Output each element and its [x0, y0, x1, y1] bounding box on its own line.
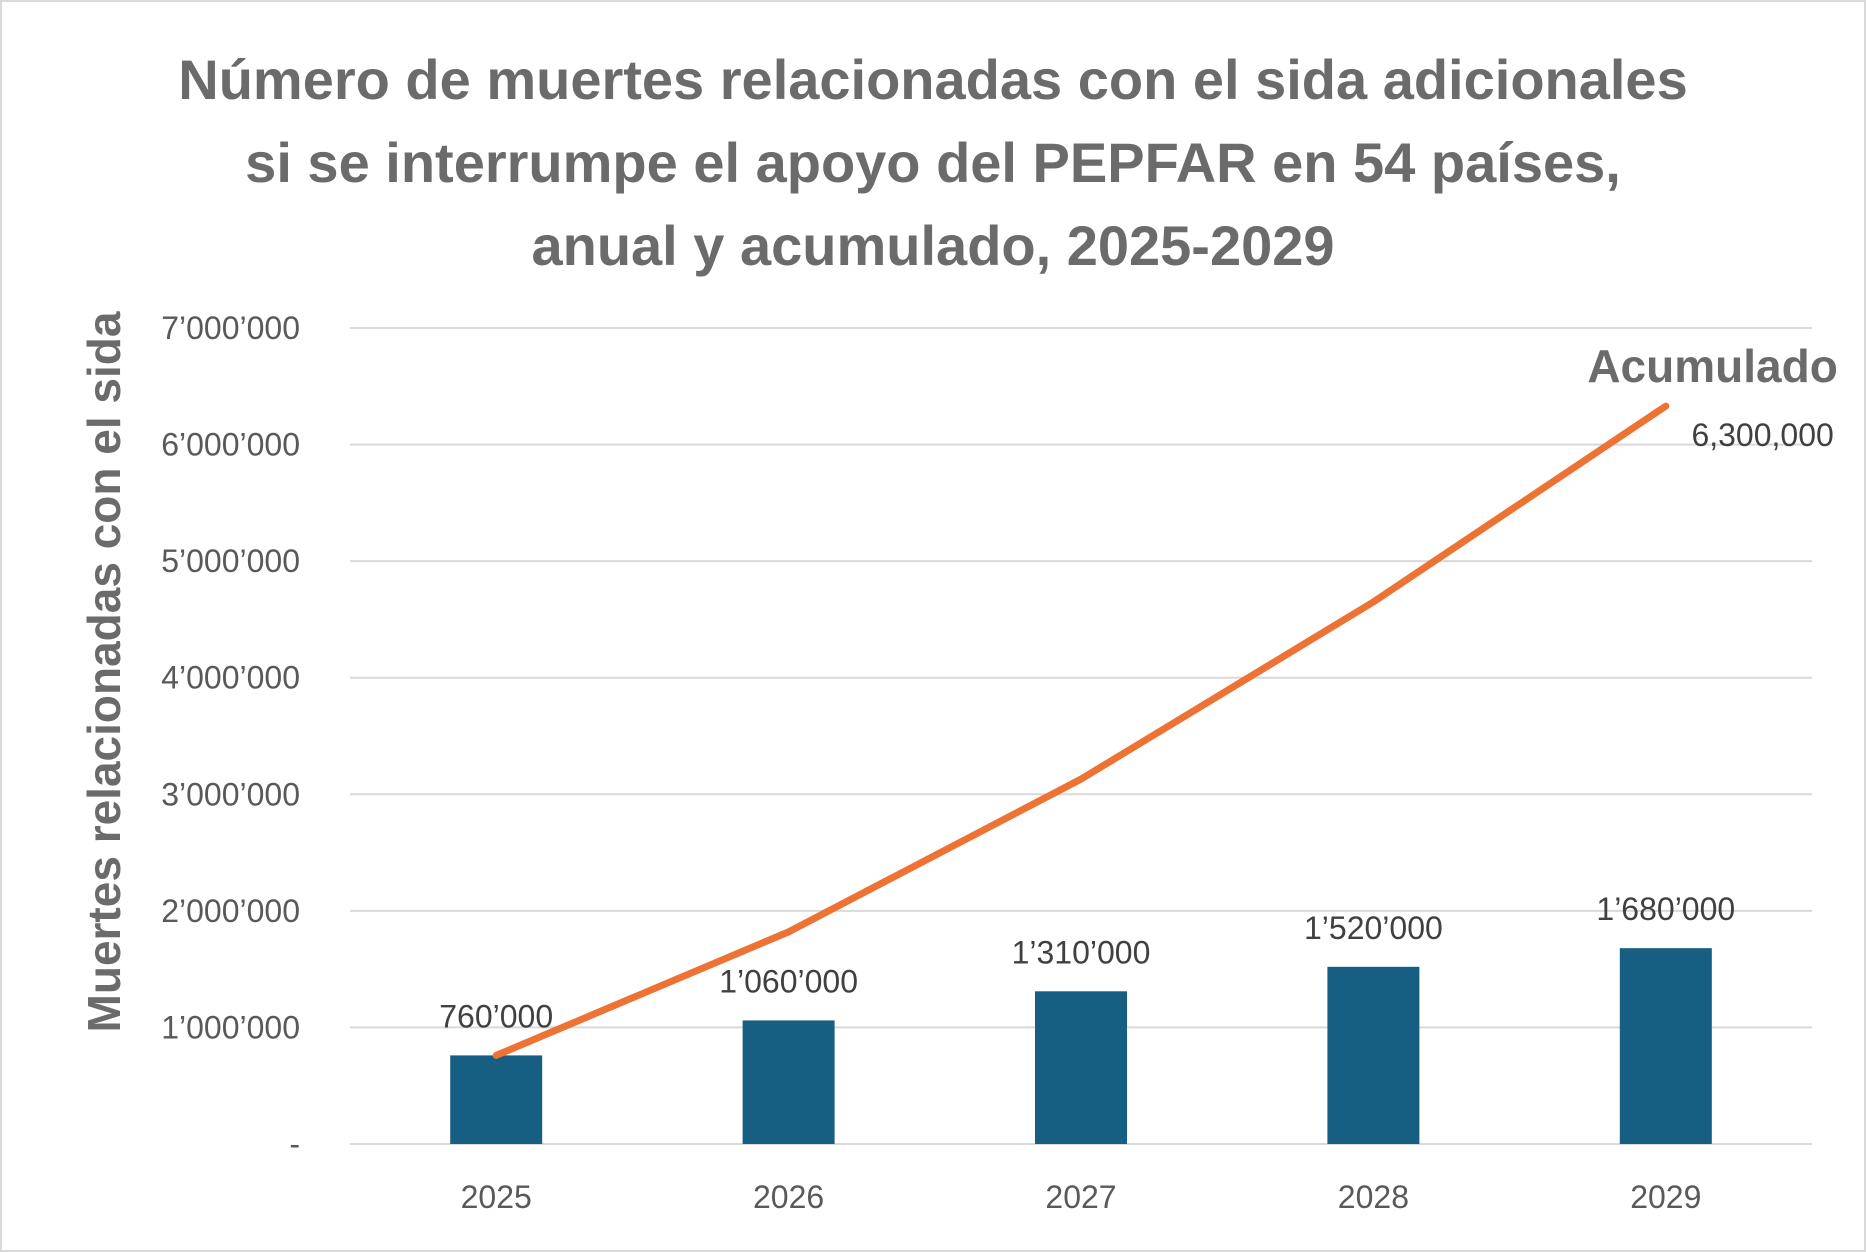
y-tick-label: 4’000’000: [161, 660, 300, 696]
bar-series: [450, 948, 1712, 1144]
x-tick-label: 2029: [1630, 1179, 1701, 1215]
line-end-data-label: 6,300,000: [1691, 417, 1833, 453]
x-tick-label: 2028: [1338, 1179, 1409, 1215]
y-tick-label: 7’000’000: [161, 310, 300, 346]
bar: [1035, 991, 1127, 1144]
bar-data-label: 1’310’000: [1012, 934, 1151, 970]
cumulative-line-series: [492, 402, 1670, 1059]
y-tick-label: 1’000’000: [161, 1009, 300, 1045]
y-axis-ticks: - 1’000’000 2’000’000 3’000’000 4’000’000 5’0…: [161, 310, 300, 1162]
cumulative-line: [492, 402, 1670, 1059]
bar-data-label: 1’520’000: [1304, 910, 1443, 946]
y-tick-label: -: [289, 1126, 300, 1162]
bar: [1619, 948, 1712, 1144]
bar-data-label: 1’680’000: [1596, 891, 1735, 927]
y-tick-label: 5’000’000: [161, 543, 300, 579]
series-label-acumulado: Acumulado: [1587, 340, 1837, 392]
bar-data-label: 760’000: [439, 998, 553, 1034]
x-tick-label: 2025: [461, 1179, 532, 1215]
bar-data-label: 1’060’000: [719, 963, 858, 999]
x-axis-ticks: 2025 2026 2027 2028 2029: [461, 1179, 1702, 1215]
chart-title-line-1: Número de muertes relacionadas con el si…: [178, 48, 1688, 111]
x-tick-label: 2027: [1045, 1179, 1116, 1215]
y-tick-label: 2’000’000: [161, 893, 300, 929]
y-tick-label: 3’000’000: [161, 776, 300, 812]
chart-title-line-3: anual y acumulado, 2025-2029: [531, 214, 1335, 277]
bar: [450, 1055, 543, 1144]
data-labels: 760’000 1’060’000 1’310’000 1’520’000 1’680’…: [439, 340, 1838, 1034]
chart-title: Número de muertes relacionadas con el si…: [40, 38, 1826, 287]
y-tick-label: 6’000’000: [161, 427, 300, 463]
chart-title-line-2: si se interrumpe el apoyo del PEPFAR en …: [245, 131, 1621, 194]
x-tick-label: 2026: [753, 1179, 824, 1215]
bar: [742, 1020, 835, 1144]
bar: [1327, 966, 1420, 1144]
